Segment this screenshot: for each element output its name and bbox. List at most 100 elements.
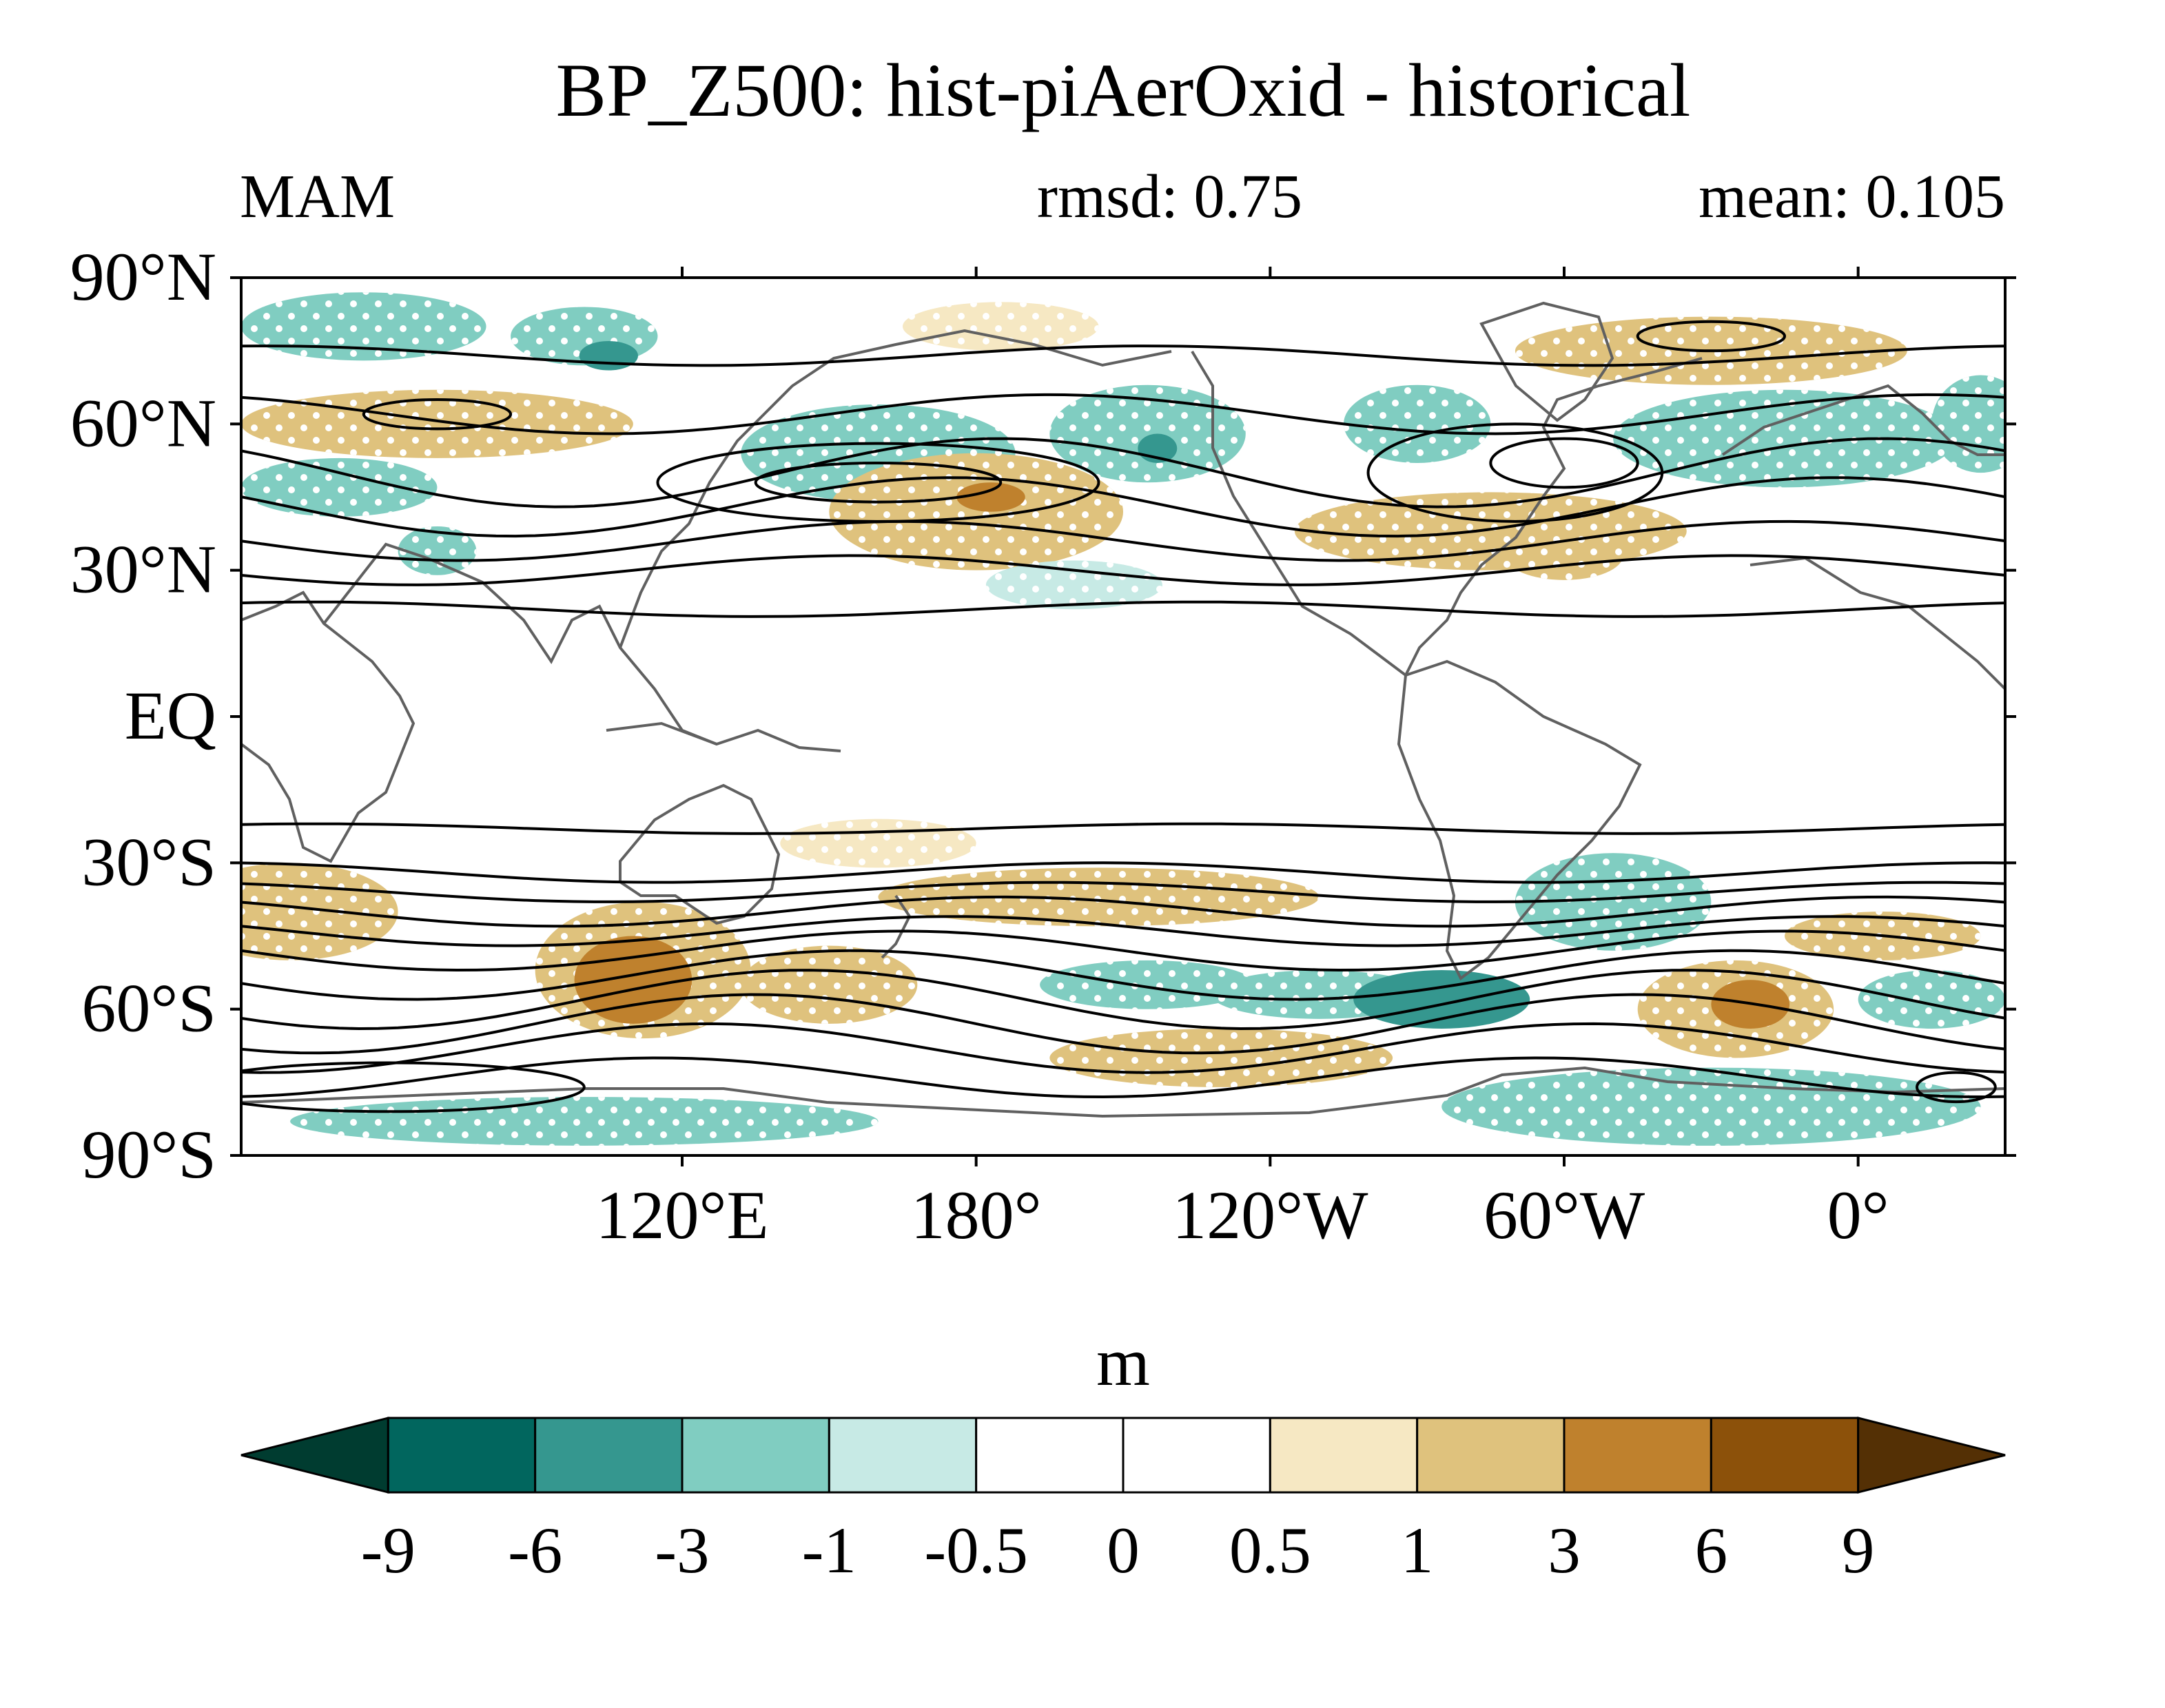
colorbar-units-label: m [1096,1324,1150,1400]
contour-line-3 [241,476,2005,538]
colorbar-box-9 [1710,1417,1860,1494]
colorbar-box-0 [387,1417,537,1494]
coastline-antarctica [241,1066,2005,1118]
axis-ticks [230,267,2016,1166]
colorbar-box-7 [1416,1417,1566,1494]
contour-line-1 [241,393,2005,435]
ytick-label-3: EQ [125,677,216,754]
stipple-region-29 [1049,1028,1393,1087]
contour-loop-2 [754,461,1003,504]
contour-loop-7 [1916,1071,1997,1104]
contour-loop-5 [1636,320,1786,353]
colorbar-box-6 [1269,1417,1419,1494]
xtick-label-0: 120°E [595,1177,768,1253]
climatology-contours [241,320,2005,1113]
stipple-region-10 [1049,384,1246,483]
colorbar-box-8 [1563,1417,1712,1494]
coastline-africa-europe [241,590,415,863]
contour-loop-6 [241,1061,586,1113]
stipple-region-23 [741,945,918,1024]
ytick-label-1: 60°N [70,384,216,461]
chart-title: BP_Z500: hist-piAerOxid - historical [556,48,1691,132]
contour-loop-4 [1489,437,1639,489]
coastline-north-america [1191,350,1703,678]
contour-line-6 [241,600,2005,618]
stipple-region-0 [241,292,486,361]
stipple-region-16 [1505,531,1623,580]
ytick-label-6: 90°S [81,1116,216,1193]
coastline-australia [619,783,781,925]
xtick-label-2: 120°W [1172,1177,1368,1253]
anomaly-region-22 [574,936,692,1024]
mean-label: mean: 0.105 [1699,163,2005,231]
anomaly-region-9 [956,482,1025,512]
contour-line-11 [241,915,2005,947]
colorbar-level-label-7: 1 [1401,1514,1434,1587]
contour-line-2 [241,437,2005,508]
contour-loop-0 [362,398,513,431]
colorbar: -9 -6 -3 -1 -0.5 0 0.5 1 3 6 9 [240,1417,2006,1587]
colorbar-level-label-6: 0.5 [1229,1514,1311,1587]
contour-line-14 [241,969,2005,1031]
stipple-region-13 [985,560,1162,610]
coastline-greenland [1479,301,1614,422]
coastline-europe [1721,384,2005,456]
stipple-region-26 [1040,960,1255,1009]
colorbar-box-1 [534,1417,684,1494]
coastline-south-america [1397,659,1642,981]
coastline-maritime [606,721,841,752]
colorbar-level-label-3: -1 [802,1514,856,1587]
contour-line-4 [241,519,2005,562]
rmsd-label: rmsd: 0.75 [1037,163,1302,231]
stipple-region-35 [1441,1067,1981,1146]
stipple-region-34 [1858,970,2005,1029]
ytick-label-2: 30°N [70,531,216,608]
contour-line-0 [241,344,2005,367]
season-label: MAM [240,163,395,231]
contour-line-13 [241,949,2005,1001]
ytick-label-0: 90°N [70,238,216,315]
colorbar-level-label-8: 3 [1548,1514,1581,1587]
ytick-label-5: 60°S [81,970,216,1047]
contour-line-5 [241,554,2005,586]
colorbar-box-4 [975,1417,1125,1494]
stipple-region-20 [241,863,398,960]
stipple-region-36 [290,1097,879,1146]
stipple-region-5 [398,526,477,575]
coastline-asia-east [619,329,1172,648]
colorbar-level-label-10: 9 [1842,1514,1875,1587]
stipple-region-14 [1344,384,1491,463]
colorbar-level-label-9: 6 [1695,1514,1728,1587]
contour-line-12 [241,929,2005,972]
contour-line-10 [241,895,2005,928]
latitude-labels: 90°N 60°N 30°N EQ 30°S 60°S 90°S [70,238,216,1193]
coastline-asia-south [322,542,717,745]
stipple-region-4 [241,457,438,517]
ytick-label-4: 30°S [81,823,216,900]
colorbar-arrow-low [240,1417,389,1494]
colorbar-box-2 [681,1417,830,1494]
xtick-label-1: 180° [911,1177,1042,1253]
anomaly-region-2 [579,341,638,371]
colorbar-level-label-4: -0.5 [924,1514,1027,1587]
contour-line-7 [241,822,2005,835]
xtick-label-3: 60°W [1484,1177,1645,1253]
colorbar-box-5 [1122,1417,1271,1494]
longitude-labels: 120°E 180° 120°W 60°W 0° [595,1177,1889,1253]
coastlines [241,301,2005,1118]
stipple-region-24 [780,819,976,868]
contour-line-9 [241,881,2005,903]
contour-line-17 [241,1056,2005,1099]
contour-loop-3 [1366,422,1664,523]
colorbar-level-label-0: -9 [361,1514,415,1587]
colorbar-box-3 [828,1417,978,1494]
colorbar-level-label-5: 0 [1107,1514,1140,1587]
colorbar-level-label-1: -6 [508,1514,562,1587]
contour-line-15 [241,993,2005,1055]
colorbar-level-label-2: -3 [655,1514,709,1587]
contour-line-8 [241,861,2005,884]
contour-loop-1 [656,442,1100,523]
xtick-label-4: 0° [1827,1177,1889,1253]
map-panel [241,278,2005,1155]
